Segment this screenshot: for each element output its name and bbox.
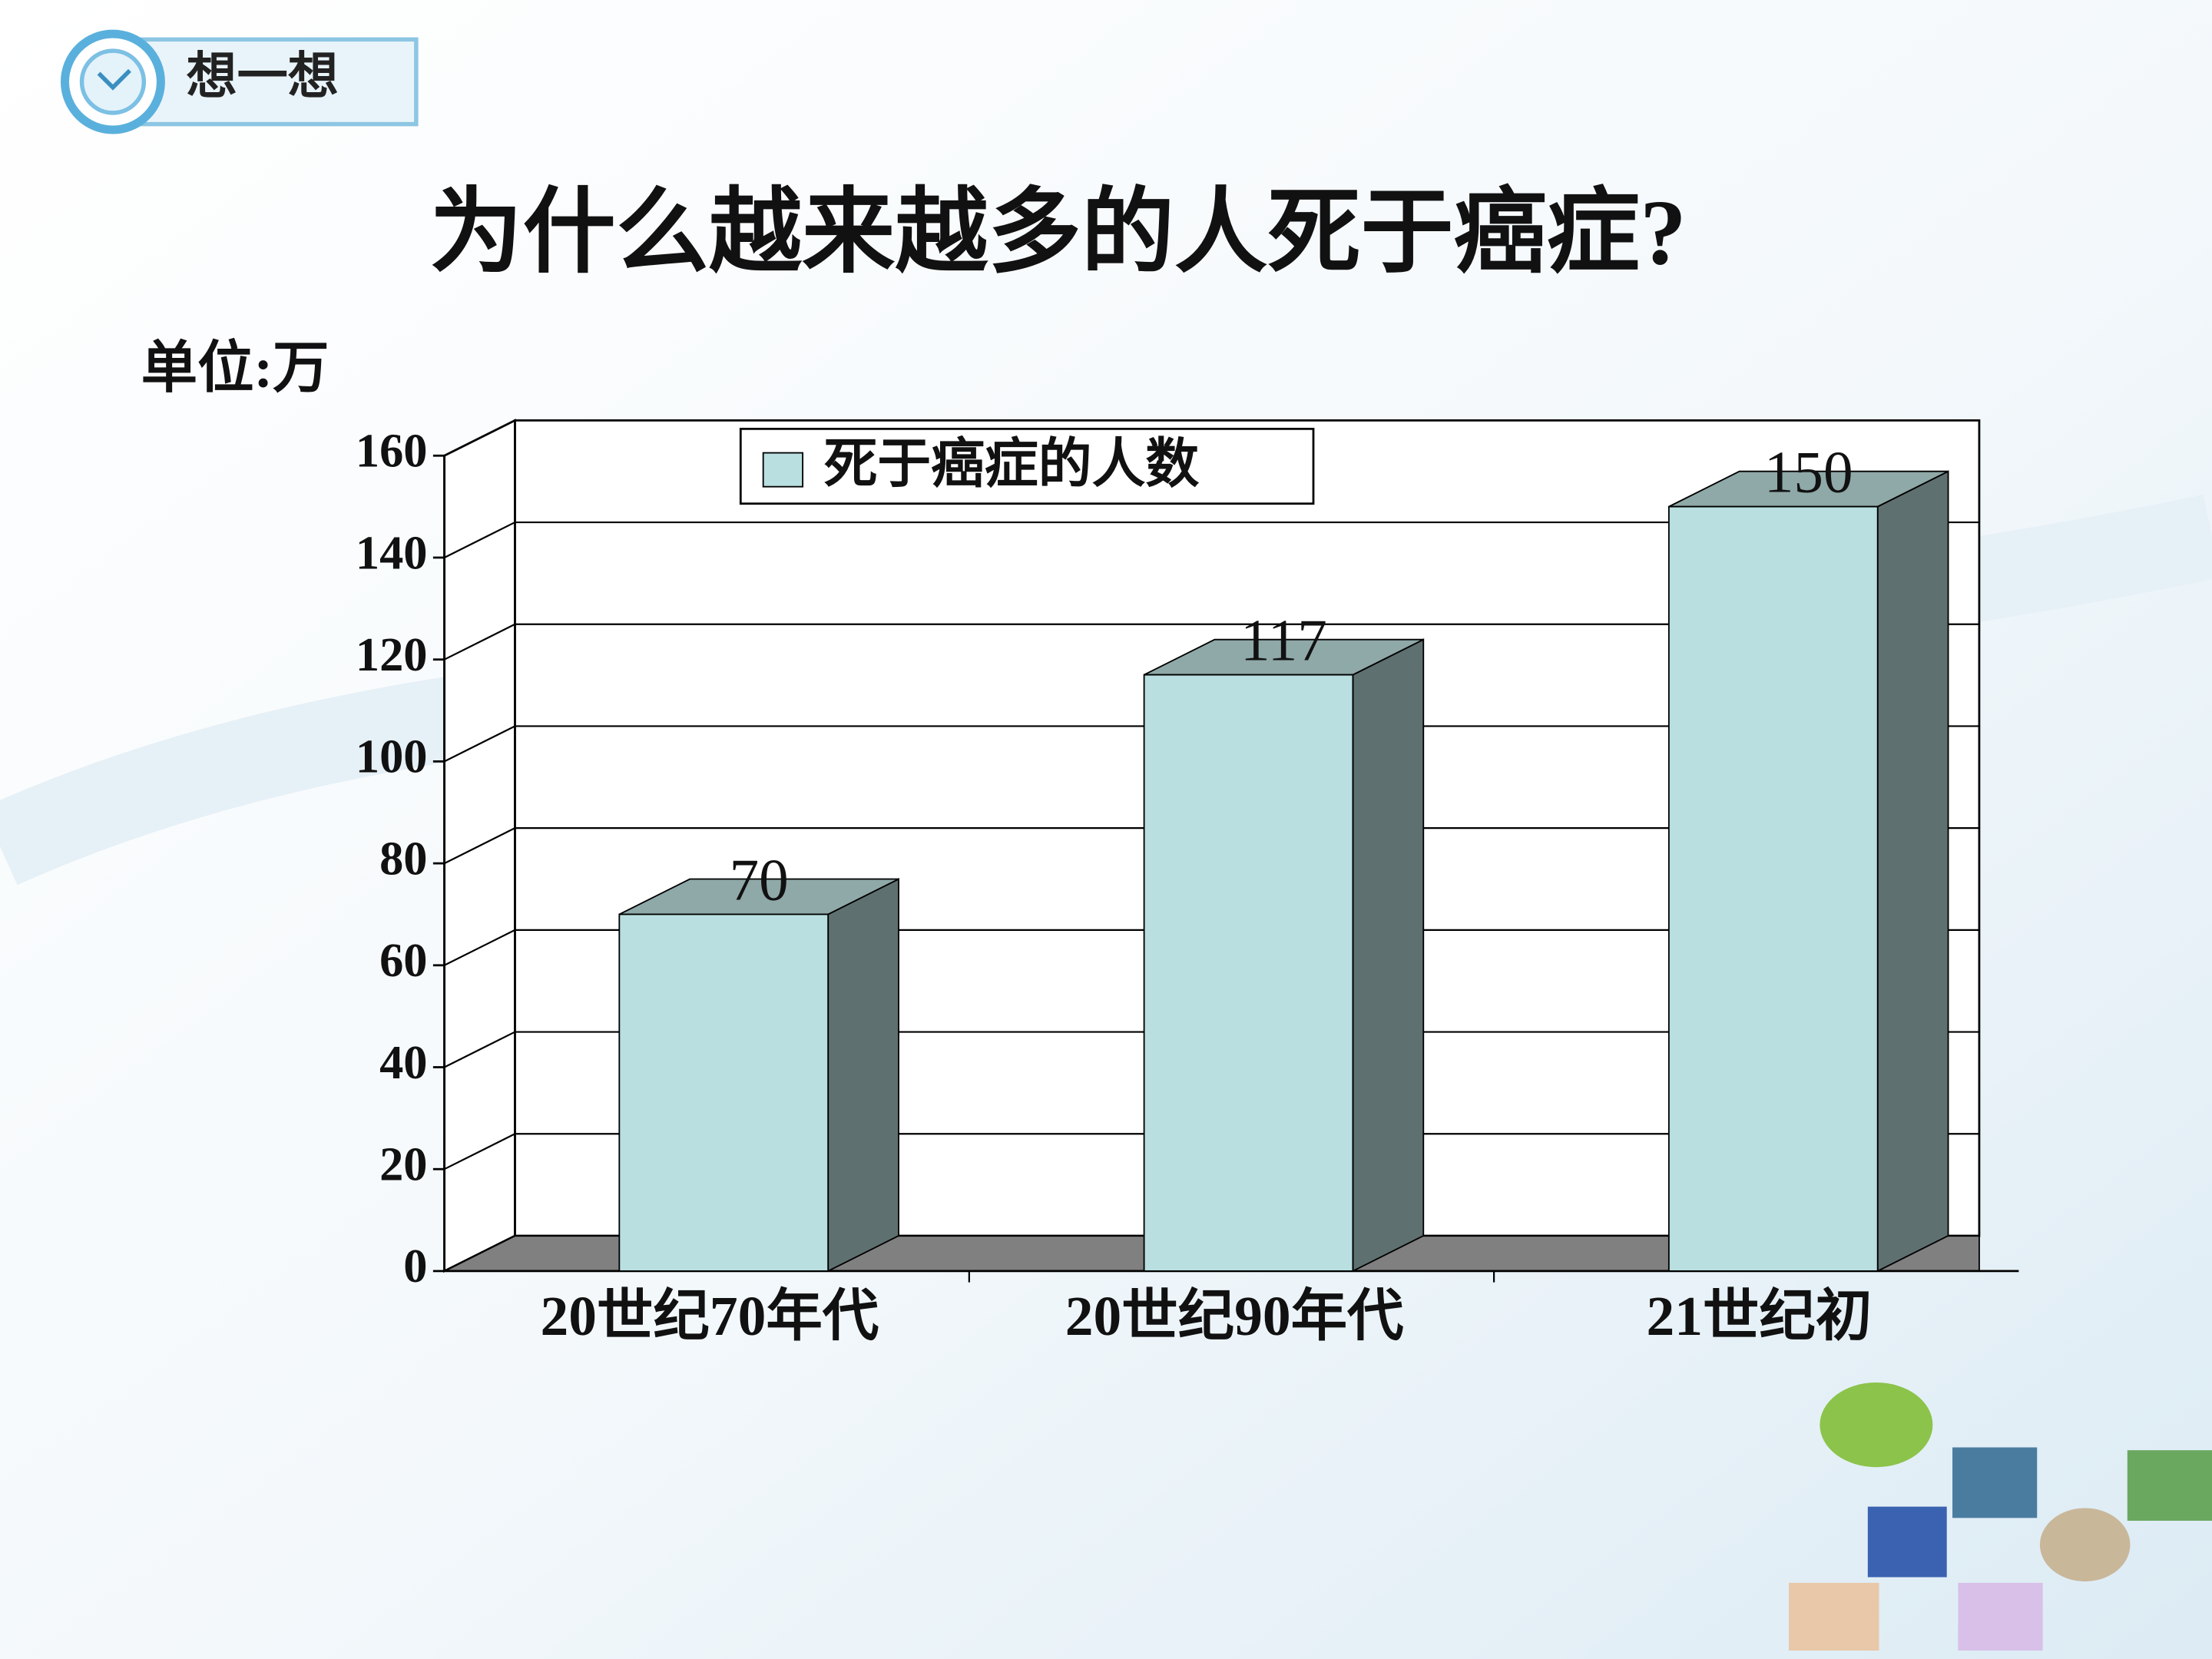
grid-line-side — [444, 1133, 515, 1171]
bar-side — [827, 878, 899, 1273]
y-tick-label: 20 — [379, 1137, 427, 1191]
value-label: 150 — [1764, 439, 1853, 505]
grid-line-side — [444, 623, 515, 661]
grid-line-side — [444, 827, 515, 865]
y-tick-label: 40 — [379, 1035, 427, 1089]
chart-title: 为什么越来越多的人死于癌症? — [429, 182, 1686, 285]
bar — [1143, 674, 1354, 1272]
x-tick-label: 21世纪初 — [1646, 1285, 1872, 1347]
bar-side — [1352, 638, 1425, 1273]
legend-label: 死于癌症的人数 — [824, 435, 1200, 495]
y-tick-label: 160 — [356, 424, 428, 478]
grid-line-side — [444, 725, 515, 763]
grid-line-side — [444, 1234, 515, 1272]
grid-line-side — [444, 1031, 515, 1068]
grid-line-side — [444, 419, 515, 457]
x-tick-label: 20世纪90年代 — [1065, 1285, 1404, 1347]
y-tick-label: 80 — [379, 831, 427, 885]
grid-line-side — [444, 522, 515, 558]
legend-box — [739, 427, 1315, 505]
y-tick-label: 0 — [403, 1239, 427, 1293]
bar — [618, 913, 830, 1272]
bar-side — [1876, 470, 1949, 1273]
x-tick-label: 20世纪70年代 — [541, 1285, 879, 1347]
legend-swatch — [762, 452, 804, 488]
value-label: 117 — [1240, 608, 1327, 674]
grid-line-side — [444, 929, 515, 966]
y-tick-label: 100 — [356, 730, 428, 783]
header-label: 想一想 — [186, 49, 338, 105]
bar — [1667, 505, 1879, 1272]
y-tick-label: 60 — [379, 933, 427, 987]
legend: 死于癌症的人数 — [739, 427, 1315, 505]
value-label: 70 — [730, 846, 789, 912]
header-tab: 想一想 — [60, 29, 419, 134]
corner-decor — [1788, 1382, 2212, 1651]
y-tick-label: 120 — [356, 628, 428, 681]
y-tick-label: 140 — [356, 525, 428, 579]
y-axis-label: 单位:万 — [141, 337, 329, 399]
